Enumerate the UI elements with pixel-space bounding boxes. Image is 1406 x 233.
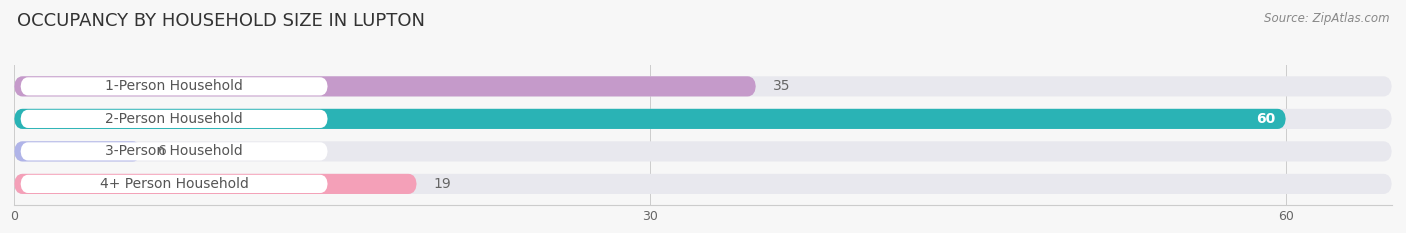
FancyBboxPatch shape: [21, 175, 328, 193]
FancyBboxPatch shape: [14, 141, 141, 161]
FancyBboxPatch shape: [21, 110, 328, 128]
FancyBboxPatch shape: [14, 141, 1392, 161]
Text: 4+ Person Household: 4+ Person Household: [100, 177, 249, 191]
FancyBboxPatch shape: [14, 76, 1392, 96]
Text: 3-Person Household: 3-Person Household: [105, 144, 243, 158]
FancyBboxPatch shape: [14, 174, 1392, 194]
FancyBboxPatch shape: [14, 76, 756, 96]
FancyBboxPatch shape: [21, 77, 328, 96]
Text: OCCUPANCY BY HOUSEHOLD SIZE IN LUPTON: OCCUPANCY BY HOUSEHOLD SIZE IN LUPTON: [17, 12, 425, 30]
Text: Source: ZipAtlas.com: Source: ZipAtlas.com: [1264, 12, 1389, 25]
Text: 35: 35: [773, 79, 790, 93]
Text: 6: 6: [159, 144, 167, 158]
FancyBboxPatch shape: [21, 142, 328, 161]
FancyBboxPatch shape: [14, 109, 1286, 129]
FancyBboxPatch shape: [14, 109, 1392, 129]
Text: 60: 60: [1256, 112, 1275, 126]
FancyBboxPatch shape: [14, 174, 416, 194]
Text: 1-Person Household: 1-Person Household: [105, 79, 243, 93]
Text: 2-Person Household: 2-Person Household: [105, 112, 243, 126]
Text: 19: 19: [434, 177, 451, 191]
